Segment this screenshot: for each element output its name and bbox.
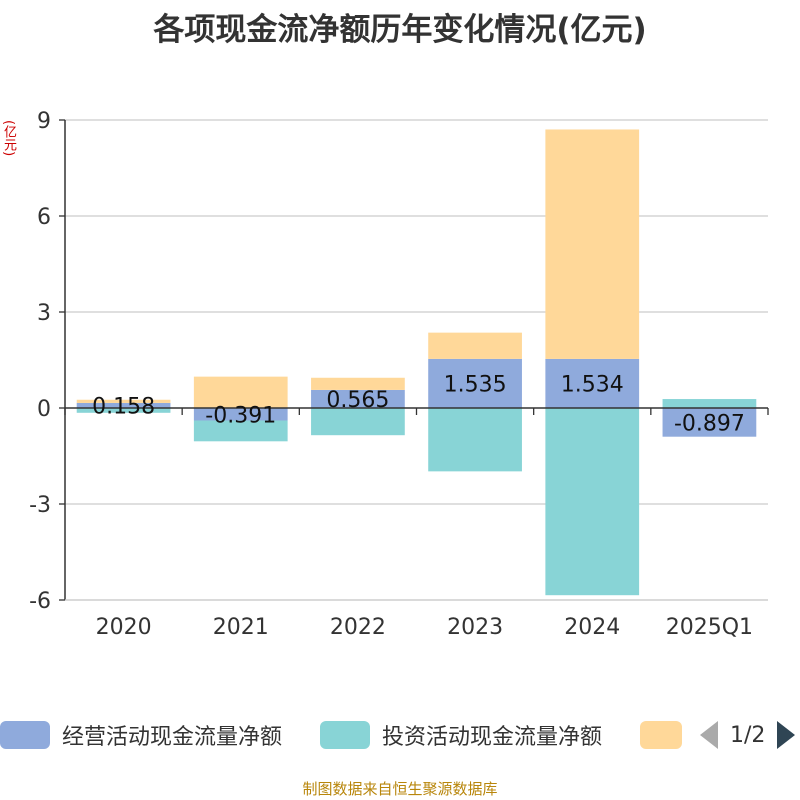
bar-series-2 (428, 332, 522, 359)
prev-page-icon[interactable] (700, 721, 718, 749)
next-page-icon[interactable] (777, 721, 796, 749)
y-tick-label: 6 (37, 205, 51, 230)
x-tick-label: 2024 (564, 615, 620, 640)
legend-swatch-third (640, 721, 682, 749)
data-label: -0.391 (205, 403, 276, 428)
bar-series-2 (311, 377, 405, 390)
legend-item-operating[interactable]: 经营活动现金流量净额 (0, 716, 282, 754)
y-tick-label: -6 (29, 589, 51, 614)
bar-series-0 (311, 389, 405, 408)
legend-page-indicator: 1/2 (730, 722, 766, 748)
y-axis-unit: (亿元) (1, 120, 16, 157)
bar-series-0 (545, 358, 640, 408)
bar-series-0 (193, 408, 288, 421)
x-tick-label: 2022 (330, 615, 386, 640)
chart-title: 各项现金流净额历年变化情况(亿元) (153, 12, 647, 48)
bar-series-0 (76, 402, 171, 408)
legend-pager: 1/2 (700, 716, 796, 754)
legend-label-investing: 投资活动现金流量净额 (382, 725, 603, 750)
bar-series-2 (193, 376, 288, 408)
bar-series-1 (311, 408, 405, 436)
data-label: 1.534 (561, 372, 624, 397)
bar-series-1 (76, 408, 171, 413)
legend-swatch-investing (320, 721, 370, 749)
data-label: 0.565 (326, 388, 389, 413)
bar-series-1 (428, 408, 522, 472)
y-tick-label: 9 (37, 109, 51, 134)
data-label: -0.897 (674, 411, 745, 436)
y-tick-label: 3 (37, 301, 51, 326)
bar-series-1 (193, 420, 288, 442)
legend-label-operating: 经营活动现金流量净额 (62, 725, 283, 750)
legend-item-third[interactable] (640, 716, 694, 754)
bar-series-1 (545, 408, 640, 596)
x-tick-label: 2023 (447, 615, 503, 640)
x-tick-label: 2021 (213, 615, 269, 640)
bar-series-0 (662, 408, 757, 437)
bar-series-2 (76, 399, 171, 403)
x-tick-label: 2025Q1 (666, 615, 753, 640)
y-tick-label: -3 (29, 493, 51, 518)
bar-series-2 (545, 129, 640, 359)
bar-chart: -6 -3 0 3 6 9 2020 2021 2022 2023 2024 2025Q1 0.158 -… (29, 109, 769, 640)
legend: 经营活动现金流量净额 投资活动现金流量净额 1/2 (0, 716, 800, 754)
legend-item-investing[interactable]: 投资活动现金流量净额 (320, 716, 602, 754)
x-tick-label: 2020 (96, 615, 152, 640)
y-tick-label: 0 (37, 397, 51, 422)
legend-swatch-operating (0, 721, 50, 749)
bar-series-0 (428, 358, 522, 408)
bar-series-1 (662, 399, 757, 408)
data-source-note: 制图数据来自恒生聚源数据库 (302, 780, 498, 798)
data-label: 1.535 (444, 372, 507, 397)
data-label: 0.158 (92, 394, 155, 419)
